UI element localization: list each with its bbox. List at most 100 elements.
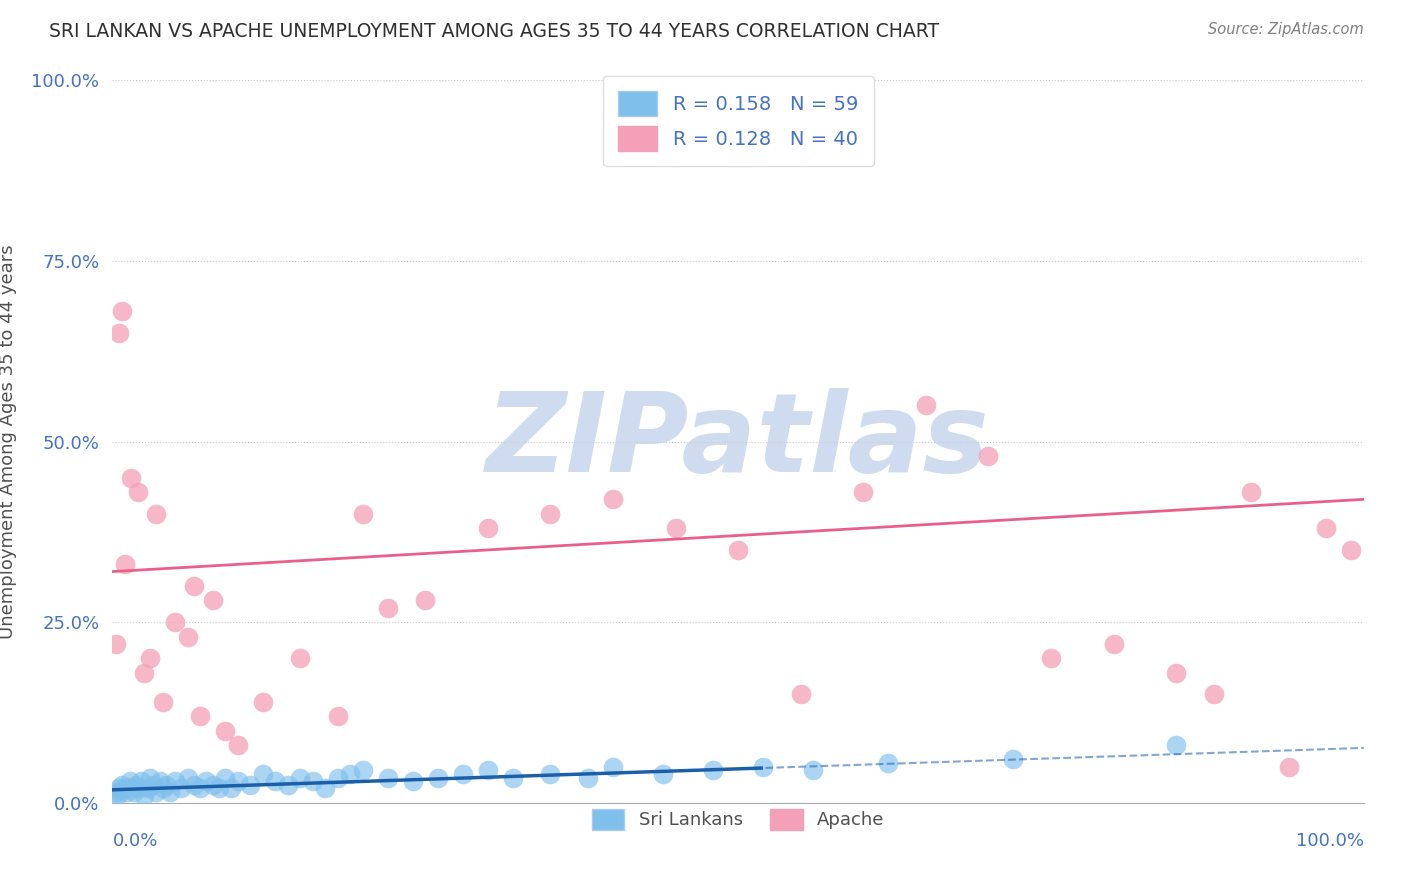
Point <box>201 778 224 792</box>
Point <box>451 767 474 781</box>
Point <box>176 630 198 644</box>
Point <box>183 579 205 593</box>
Point <box>602 492 624 507</box>
Point <box>538 507 561 521</box>
Point <box>477 764 499 778</box>
Point <box>141 778 163 792</box>
Point <box>1278 760 1301 774</box>
Point <box>252 695 274 709</box>
Point <box>538 767 561 781</box>
Point <box>120 781 142 796</box>
Point <box>326 771 349 785</box>
Text: 0.0%: 0.0% <box>112 831 157 850</box>
Point <box>163 615 186 630</box>
Text: 100.0%: 100.0% <box>1296 831 1364 850</box>
Point <box>188 709 211 723</box>
Point <box>201 593 224 607</box>
Point <box>413 593 436 607</box>
Point <box>226 774 249 789</box>
Point <box>107 326 129 341</box>
Point <box>339 767 361 781</box>
Point <box>1340 542 1362 557</box>
Point <box>277 778 299 792</box>
Point <box>145 507 167 521</box>
Point <box>314 781 336 796</box>
Point <box>107 781 129 796</box>
Point <box>426 771 449 785</box>
Point <box>576 771 599 785</box>
Point <box>114 781 136 796</box>
Y-axis label: Unemployment Among Ages 35 to 44 years: Unemployment Among Ages 35 to 44 years <box>0 244 17 639</box>
Legend: Sri Lankans, Apache: Sri Lankans, Apache <box>585 802 891 837</box>
Point <box>132 789 155 803</box>
Point <box>752 760 775 774</box>
Point <box>801 764 824 778</box>
Point <box>1039 651 1063 665</box>
Point <box>352 507 374 521</box>
Point <box>159 785 181 799</box>
Point <box>118 774 141 789</box>
Point <box>852 485 875 500</box>
Point <box>145 785 167 799</box>
Point <box>129 774 152 789</box>
Point <box>208 781 231 796</box>
Text: ZIPatlas: ZIPatlas <box>486 388 990 495</box>
Point <box>602 760 624 774</box>
Point <box>1315 521 1337 535</box>
Text: Source: ZipAtlas.com: Source: ZipAtlas.com <box>1208 22 1364 37</box>
Point <box>1164 738 1187 752</box>
Point <box>915 398 938 412</box>
Point <box>290 771 312 785</box>
Point <box>183 778 205 792</box>
Point <box>132 665 155 680</box>
Point <box>652 767 675 781</box>
Point <box>111 778 134 792</box>
Point <box>790 687 813 701</box>
Point <box>195 774 218 789</box>
Point <box>221 781 243 796</box>
Point <box>402 774 425 789</box>
Point <box>1002 752 1025 766</box>
Point <box>214 771 236 785</box>
Point <box>117 785 139 799</box>
Point <box>377 600 399 615</box>
Point <box>326 709 349 723</box>
Point <box>152 781 174 796</box>
Point <box>1164 665 1187 680</box>
Point <box>252 767 274 781</box>
Point <box>727 542 749 557</box>
Point <box>111 304 134 318</box>
Point <box>149 774 172 789</box>
Point <box>301 774 323 789</box>
Point <box>125 778 148 792</box>
Point <box>105 637 128 651</box>
Point <box>163 774 186 789</box>
Text: SRI LANKAN VS APACHE UNEMPLOYMENT AMONG AGES 35 TO 44 YEARS CORRELATION CHART: SRI LANKAN VS APACHE UNEMPLOYMENT AMONG … <box>49 22 939 41</box>
Point <box>239 778 262 792</box>
Point <box>120 471 142 485</box>
Point <box>214 723 236 738</box>
Point <box>977 449 1000 463</box>
Point <box>176 771 198 785</box>
Point <box>139 651 162 665</box>
Point <box>502 771 524 785</box>
Point <box>107 789 129 803</box>
Point <box>104 785 127 799</box>
Point <box>1202 687 1225 701</box>
Point <box>477 521 499 535</box>
Point <box>155 778 177 792</box>
Point <box>226 738 249 752</box>
Point <box>352 764 374 778</box>
Point <box>170 781 193 796</box>
Point <box>1102 637 1125 651</box>
Point <box>139 771 162 785</box>
Point <box>108 785 131 799</box>
Point <box>114 558 136 572</box>
Point <box>702 764 724 778</box>
Point <box>122 785 145 799</box>
Point <box>152 695 174 709</box>
Point <box>127 485 149 500</box>
Point <box>290 651 312 665</box>
Point <box>264 774 287 789</box>
Point <box>1240 485 1263 500</box>
